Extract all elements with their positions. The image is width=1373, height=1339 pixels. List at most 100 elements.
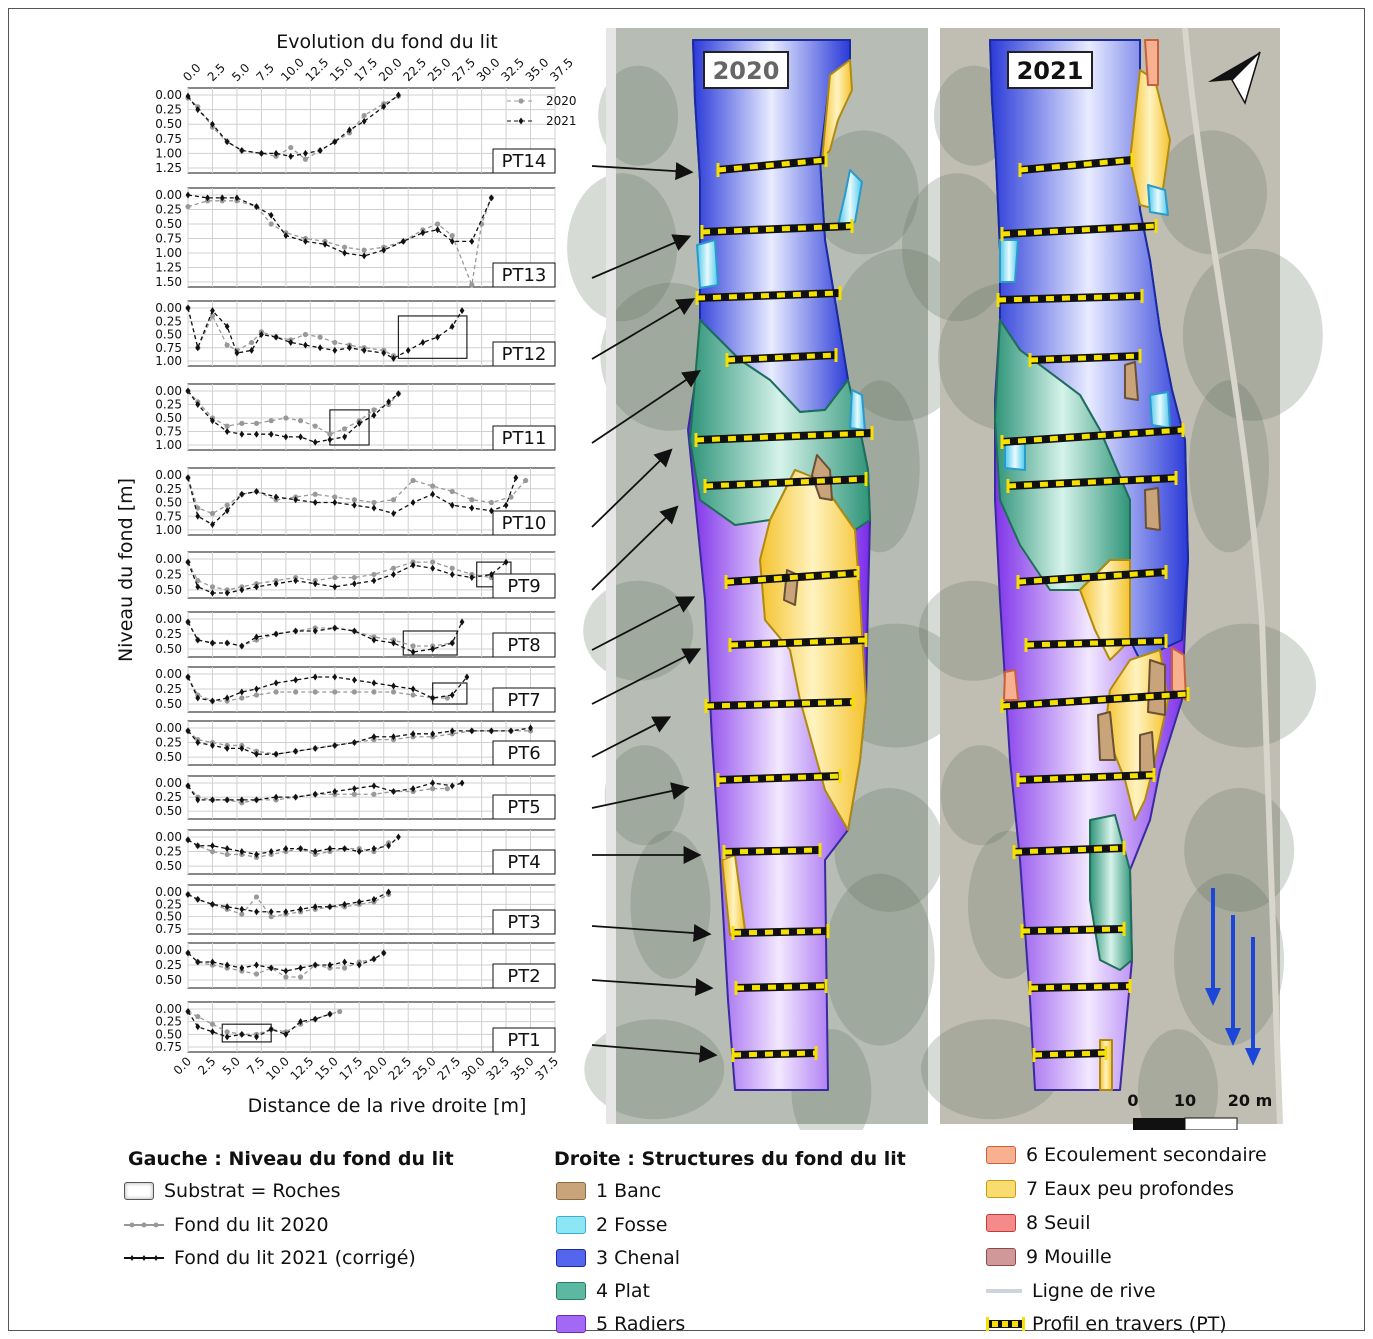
point-2021 — [410, 499, 416, 506]
fosse-zone — [999, 239, 1019, 283]
y-tick-label: 0.50 — [155, 910, 182, 924]
point-2021 — [381, 246, 387, 254]
point-2021 — [195, 106, 201, 114]
point-2021 — [185, 474, 191, 482]
point-2021 — [303, 149, 308, 157]
map-margin — [606, 28, 616, 1124]
point-2021 — [254, 961, 259, 969]
legend-label-2021: 2021 — [546, 114, 577, 128]
point-2020 — [224, 342, 230, 348]
year-box — [1007, 51, 1093, 89]
point-2021 — [293, 496, 299, 504]
scale-label-0: 0 — [1127, 1091, 1138, 1110]
profile-label: PT1 — [507, 1030, 540, 1051]
point-2020 — [253, 692, 260, 698]
x-tick-label-bottom: 20.0 — [361, 1054, 390, 1083]
transect-dash — [1029, 353, 1141, 363]
point-2021 — [268, 430, 274, 438]
tree-patch — [584, 1019, 725, 1120]
point-2021 — [347, 126, 352, 134]
y-tick-label: 1.00 — [155, 354, 182, 368]
point-2021 — [469, 574, 475, 582]
profile-label-box — [492, 148, 556, 174]
point-2021 — [317, 146, 323, 154]
transect-dash — [723, 847, 821, 855]
scale-label-10: 10 — [1174, 1091, 1196, 1110]
profil-en-travers — [1024, 634, 1168, 652]
y-tick-label: 0.00 — [155, 667, 182, 681]
point-2020 — [469, 497, 475, 503]
y-tick-label: 0.50 — [155, 642, 182, 656]
point-2020 — [341, 965, 348, 971]
point-2021 — [185, 673, 191, 681]
road — [1182, 27, 1283, 1125]
legend-label-fosse: 2 Fosse — [596, 1214, 668, 1236]
map-title-2020: 2020 — [703, 51, 789, 89]
point-2021 — [185, 387, 191, 395]
connector-arrow — [591, 234, 692, 279]
point-2021 — [185, 890, 191, 898]
point-2020 — [224, 1029, 230, 1035]
profile-label-box — [492, 849, 556, 875]
point-2020 — [332, 574, 338, 581]
scale-bar: 0 10 20 m — [1127, 1091, 1272, 1130]
point-2021 — [435, 226, 440, 234]
series-2021-line — [187, 477, 517, 526]
point-2021 — [464, 673, 470, 681]
profil-en-travers — [703, 472, 868, 493]
profile-label: PT4 — [507, 852, 540, 873]
point-2021 — [356, 961, 362, 969]
connector-arrow — [591, 369, 701, 444]
point-2021 — [224, 639, 230, 647]
point-2021 — [254, 583, 259, 591]
legend-item-seuil: 8 Seuil — [986, 1212, 1090, 1234]
point-2021 — [449, 691, 455, 699]
point-2021 — [488, 727, 494, 735]
x-tick-label-bottom: 0.0 — [171, 1054, 194, 1077]
tree-patch — [583, 580, 694, 681]
point-2020 — [341, 426, 348, 432]
point-2020 — [430, 483, 436, 489]
point-2021 — [430, 645, 436, 653]
point-2020 — [209, 313, 216, 319]
point-2021 — [386, 842, 392, 850]
point-2020 — [332, 339, 338, 346]
point-2021 — [312, 438, 318, 446]
point-2020 — [508, 494, 514, 500]
point-2021 — [283, 967, 289, 975]
point-2021 — [224, 589, 230, 597]
legend-label-rive: Ligne de rive — [1032, 1280, 1156, 1302]
point-2021 — [254, 633, 259, 641]
point-2021 — [371, 895, 377, 903]
point-2021 — [239, 642, 245, 650]
ecoulement-zone — [1171, 647, 1187, 701]
connector-arrow — [591, 448, 673, 528]
y-tick-label: 0.75 — [155, 922, 182, 936]
banc-zone — [1147, 659, 1166, 716]
point-2021 — [254, 908, 259, 916]
y-tick-label: 0.25 — [155, 1015, 182, 1029]
ecoulement-zone — [1144, 39, 1159, 86]
legend-label-seuil: 8 Seuil — [1026, 1212, 1091, 1234]
point-2021 — [449, 570, 455, 578]
y-tick-label: 0.50 — [155, 973, 182, 987]
legend-label-rock: Substrat = Roches — [164, 1180, 341, 1202]
point-2021 — [332, 499, 338, 506]
y-tick-label: 0.75 — [155, 1040, 182, 1054]
legend: Gauche : Niveau du fond du lit Substrat … — [100, 1130, 1300, 1335]
point-2021 — [249, 346, 255, 354]
point-2020 — [209, 1021, 216, 1027]
profile-label-box — [492, 740, 556, 766]
rock-substrate-box — [397, 315, 468, 359]
legend-item-banc: 1 Banc — [556, 1180, 661, 1202]
point-2021 — [386, 398, 392, 406]
point-2021 — [371, 782, 377, 790]
point-2020 — [341, 244, 348, 250]
point-2020 — [469, 282, 475, 288]
scale-white — [1184, 1117, 1238, 1130]
y-tick-label: 0.75 — [155, 509, 182, 523]
chenal-swatch — [556, 1249, 586, 1267]
x-tick-label-top: 37.5 — [547, 55, 576, 84]
point-2021 — [293, 747, 299, 755]
legend-item-2021: Fond du lit 2021 (corrigé) — [124, 1247, 416, 1269]
